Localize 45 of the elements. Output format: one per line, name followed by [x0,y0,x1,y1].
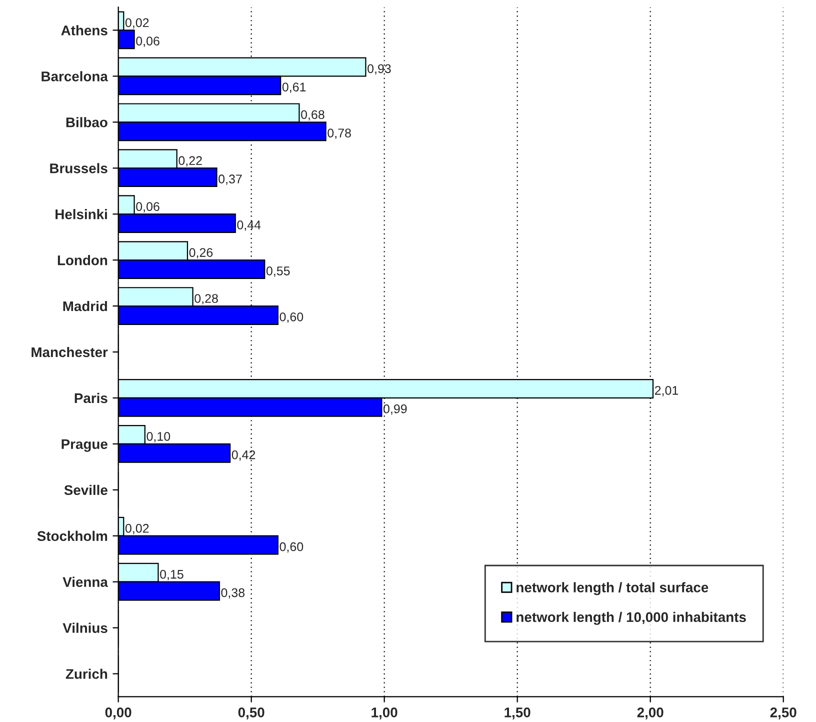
data-label: 0,22 [178,156,202,166]
data-label: 0,42 [232,450,256,461]
x-tick-label: 0,50 [238,708,264,720]
data-label: 0,68 [301,110,324,121]
data-label: 0,38 [221,588,245,599]
data-label: 0,78 [328,128,351,139]
x-tick-label: 1,00 [372,708,398,720]
data-label: 0,60 [280,542,304,553]
data-label: 0,55 [266,266,290,277]
y-tick-label: Brussels [50,163,108,174]
data-label: 0,93 [368,64,391,75]
x-tick-label: 2,00 [637,708,664,720]
data-label: 0,37 [218,174,242,185]
data-label: 0,26 [189,248,213,258]
data-label: 0,06 [136,202,160,212]
x-tick-label: 2,50 [770,708,796,720]
data-label: 0,02 [125,524,149,534]
y-tick-label: Bilbao [66,117,108,128]
data-label: 0,60 [280,312,304,323]
x-tick-label: 1,50 [504,708,530,720]
data-label: 2,01 [654,386,678,396]
y-tick-label: Helsinki [56,209,107,220]
data-label: 0,06 [136,36,160,47]
y-tick-label: London [58,255,108,266]
legend-label: network length / total surface [516,582,708,596]
y-tick-label: Stockholm [37,530,108,542]
data-label: 0,61 [282,82,306,93]
legend-label: network length / 10,000 inhabitants [516,612,746,625]
y-tick-label: Athens [61,25,108,36]
data-label: 0,15 [160,570,184,580]
y-tick-label: Paris [74,392,108,404]
y-tick-label: Vilnius [62,622,108,633]
y-tick-label: Manchester [32,346,108,358]
data-label: 0,99 [383,404,407,415]
y-tick-label: Vienna [62,576,108,587]
data-label: 0,10 [146,432,170,442]
data-label: 0,28 [194,294,218,304]
y-tick-label: Seville [64,484,108,496]
data-label: 0,44 [237,220,261,231]
y-tick-label: Prague [62,439,108,452]
y-tick-label: Zurich [66,668,108,679]
x-tick-label: 0,00 [105,708,132,720]
data-label: 0,02 [125,18,149,29]
y-tick-label: Madrid [63,300,107,312]
y-tick-label: Barcelona [42,71,108,82]
